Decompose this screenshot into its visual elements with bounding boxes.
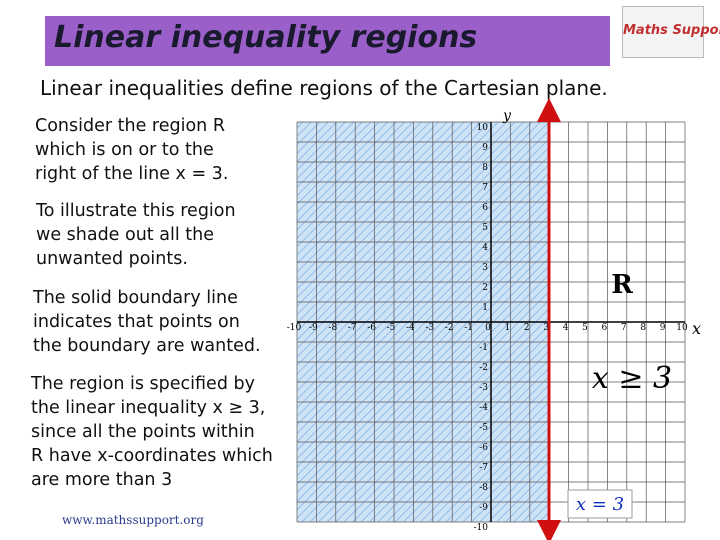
y-tick-label: 6 [482, 203, 488, 213]
paragraph-line: indicates that points on [33, 312, 240, 332]
title-bar [45, 16, 610, 66]
x-tick-label: 4 [563, 323, 569, 333]
y-tick-label: 7 [482, 183, 488, 193]
y-tick-label: 10 [477, 123, 489, 133]
paragraph-line: are more than 3 [31, 470, 173, 490]
y-tick-label: -8 [479, 483, 488, 493]
x-tick-label: -1 [464, 323, 473, 333]
paragraph-line: R have x-coordinates which [31, 446, 273, 466]
boundary-label-box [567, 489, 633, 519]
y-tick-label: -10 [474, 523, 489, 533]
title: Linear inequality regions [54, 20, 478, 55]
y-tick-label: -7 [479, 463, 488, 473]
x-tick-label: 2 [524, 323, 530, 333]
paragraph-line: Consider the region R [35, 116, 225, 136]
footer-link[interactable]: www.mathssupport.org [62, 513, 204, 527]
paragraph-line: The solid boundary line [33, 288, 238, 308]
paragraph-line: the boundary are wanted. [33, 336, 261, 356]
y-tick-label: 2 [482, 283, 488, 293]
y-tick-label: -5 [479, 423, 488, 433]
y-tick-label: 1 [482, 303, 488, 313]
x-tick-label: -9 [309, 323, 318, 333]
y-tick-label: 4 [482, 243, 488, 253]
paragraph-line: right of the line x = 3. [35, 164, 229, 184]
y-tick-label: -1 [479, 343, 488, 353]
x-tick-label: 6 [602, 323, 608, 333]
x-tick-label: 8 [640, 323, 646, 333]
paragraph-line: since all the points within [31, 422, 255, 442]
y-tick-label: 5 [482, 223, 488, 233]
x-tick-label: 0 [485, 323, 491, 333]
x-tick-label: -7 [348, 323, 357, 333]
x-tick-label: -4 [406, 323, 415, 333]
logo: Maths Support [622, 6, 720, 58]
paragraph-line: unwanted points. [36, 249, 188, 269]
boundary-label: x = 3 [576, 494, 624, 515]
x-tick-label: 9 [660, 323, 666, 333]
paragraph-line: the linear inequality x ≥ 3, [31, 398, 266, 418]
y-tick-label: 3 [482, 263, 488, 273]
paragraph-line: To illustrate this region [36, 201, 236, 221]
y-tick-label: -3 [479, 383, 488, 393]
x-axis-label: x [692, 319, 701, 338]
subtitle: Linear inequalities define regions of th… [40, 76, 608, 100]
y-tick-label: -2 [479, 363, 488, 373]
y-tick-label: 9 [482, 143, 488, 153]
region-label: R [611, 270, 633, 300]
paragraph-line: The region is specified by [31, 374, 255, 394]
x-tick-label: -2 [445, 323, 454, 333]
y-tick-label: -9 [479, 503, 488, 513]
y-tick-label: -6 [479, 443, 488, 453]
x-tick-label: 10 [676, 323, 688, 333]
paragraph-line: we shade out all the [36, 225, 214, 245]
y-tick-label: 8 [482, 163, 488, 173]
x-tick-label: 7 [621, 323, 627, 333]
x-tick-label: -6 [367, 323, 376, 333]
x-tick-label: -10 [287, 323, 302, 333]
x-tick-label: -8 [328, 323, 337, 333]
x-tick-label: 1 [505, 323, 511, 333]
y-tick-label: -4 [479, 403, 488, 413]
y-axis-label: y [502, 108, 512, 124]
paragraph-line: which is on or to the [35, 140, 214, 160]
x-tick-label: 5 [582, 323, 588, 333]
x-tick-label: -5 [387, 323, 396, 333]
x-tick-label: -3 [425, 323, 434, 333]
inequality: x ≥ 3 [592, 361, 672, 396]
x-tick-label: 3 [543, 323, 549, 333]
